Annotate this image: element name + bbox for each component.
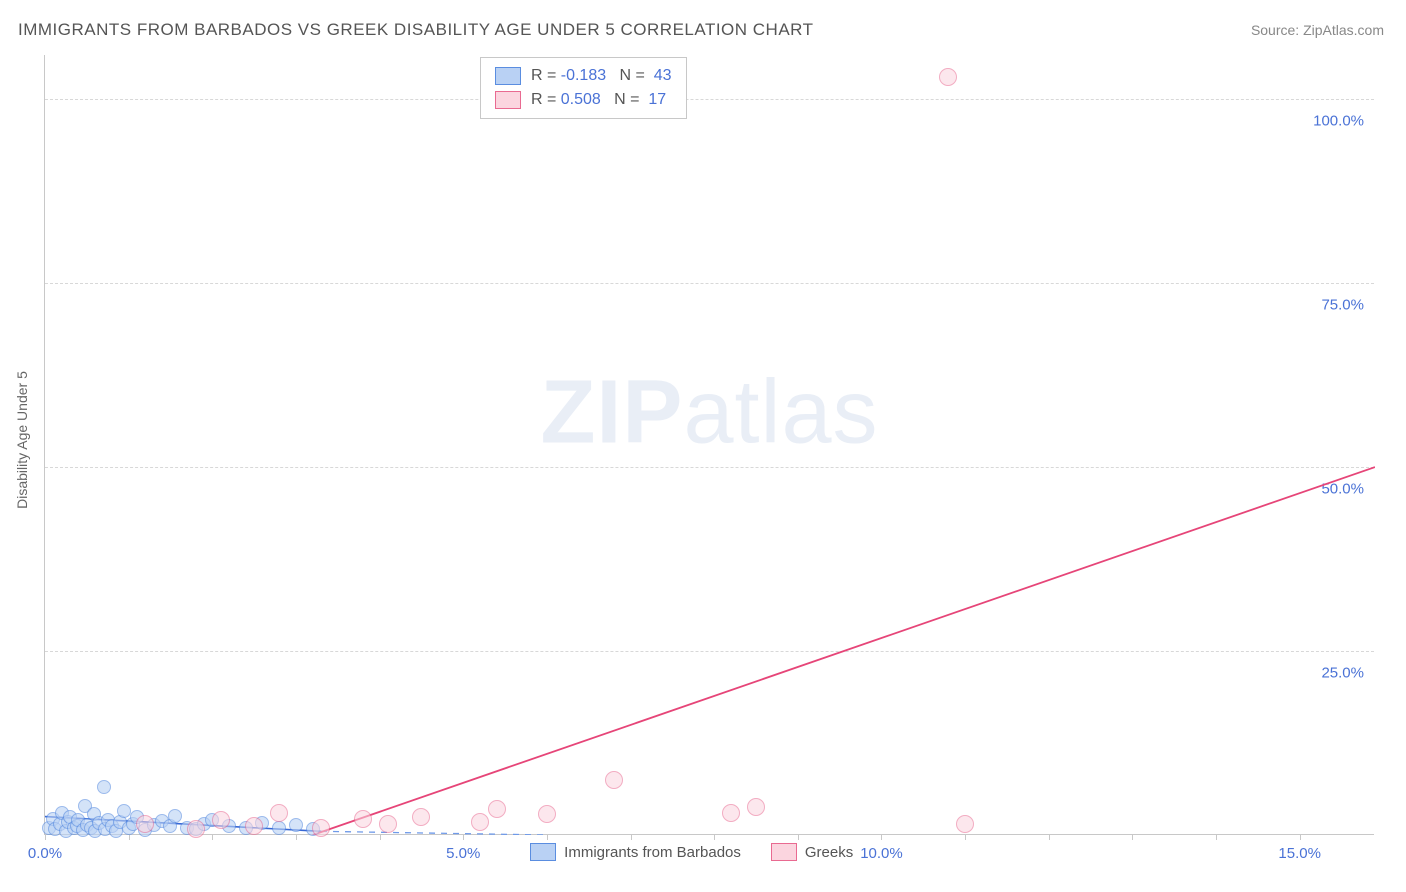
- scatter-point: [722, 804, 740, 822]
- legend-swatch: [771, 843, 797, 861]
- scatter-point: [471, 813, 489, 831]
- x-tick: [296, 834, 297, 840]
- legend-stats: R = 0.508 N = 17: [531, 88, 666, 112]
- legend-swatch: [495, 67, 521, 85]
- x-tick: [380, 834, 381, 840]
- scatter-point: [939, 68, 957, 86]
- scatter-point: [412, 808, 430, 826]
- scatter-point: [136, 815, 154, 833]
- x-tick: [798, 834, 799, 840]
- legend-swatch: [495, 91, 521, 109]
- chart-title: IMMIGRANTS FROM BARBADOS VS GREEK DISABI…: [18, 20, 814, 40]
- scatter-point: [245, 817, 263, 835]
- correlation-legend-row: R = 0.508 N = 17: [495, 88, 672, 112]
- x-tick: [45, 834, 46, 840]
- scatter-point: [212, 811, 230, 829]
- y-tick-label: 50.0%: [1321, 481, 1364, 498]
- x-tick-label: 5.0%: [446, 845, 480, 862]
- scatter-point: [187, 820, 205, 838]
- series-legend-label: Greeks: [805, 844, 853, 861]
- x-tick: [1216, 834, 1217, 840]
- x-tick: [714, 834, 715, 840]
- x-tick: [463, 834, 464, 840]
- x-tick: [1049, 834, 1050, 840]
- legend-swatch: [530, 843, 556, 861]
- x-tick: [1132, 834, 1133, 840]
- legend-stats: R = -0.183 N = 43: [531, 64, 672, 88]
- x-tick-label: 0.0%: [28, 845, 62, 862]
- scatter-point: [379, 815, 397, 833]
- x-tick: [547, 834, 548, 840]
- source-attribution: Source: ZipAtlas.com: [1251, 22, 1384, 38]
- y-tick-label: 25.0%: [1321, 665, 1364, 682]
- series-legend-label: Immigrants from Barbados: [564, 844, 741, 861]
- x-tick: [881, 834, 882, 840]
- scatter-point: [312, 819, 330, 837]
- plot-area: ZIPatlas 25.0%50.0%75.0%100.0%0.0%5.0%10…: [44, 55, 1374, 835]
- scatter-point: [956, 815, 974, 833]
- trend-lines-layer: [45, 55, 1375, 835]
- watermark-bold: ZIP: [540, 363, 683, 463]
- correlation-legend: R = -0.183 N = 43R = 0.508 N = 17: [480, 57, 687, 119]
- gridline-h: [45, 99, 1374, 100]
- series-legend: Immigrants from Barbados Greeks: [530, 843, 853, 861]
- gridline-h: [45, 283, 1374, 284]
- watermark: ZIPatlas: [540, 362, 878, 465]
- x-tick-label: 10.0%: [860, 845, 903, 862]
- scatter-point: [270, 804, 288, 822]
- x-tick-label: 15.0%: [1278, 845, 1321, 862]
- x-tick: [212, 834, 213, 840]
- scatter-point: [97, 780, 111, 794]
- watermark-rest: atlas: [683, 363, 878, 463]
- y-axis-title: Disability Age Under 5: [14, 371, 30, 509]
- scatter-point: [272, 821, 286, 835]
- x-tick: [1300, 834, 1301, 840]
- correlation-legend-row: R = -0.183 N = 43: [495, 64, 672, 88]
- y-tick-label: 75.0%: [1321, 297, 1364, 314]
- scatter-point: [289, 818, 303, 832]
- scatter-point: [747, 798, 765, 816]
- scatter-point: [538, 805, 556, 823]
- gridline-h: [45, 651, 1374, 652]
- gridline-h: [45, 467, 1374, 468]
- series-legend-item: Immigrants from Barbados: [530, 843, 741, 861]
- x-tick: [965, 834, 966, 840]
- scatter-point: [354, 810, 372, 828]
- trend-line: [321, 831, 547, 835]
- scatter-point: [488, 800, 506, 818]
- y-tick-label: 100.0%: [1313, 113, 1364, 130]
- series-legend-item: Greeks: [771, 843, 853, 861]
- scatter-point: [168, 809, 182, 823]
- x-tick: [631, 834, 632, 840]
- scatter-point: [605, 771, 623, 789]
